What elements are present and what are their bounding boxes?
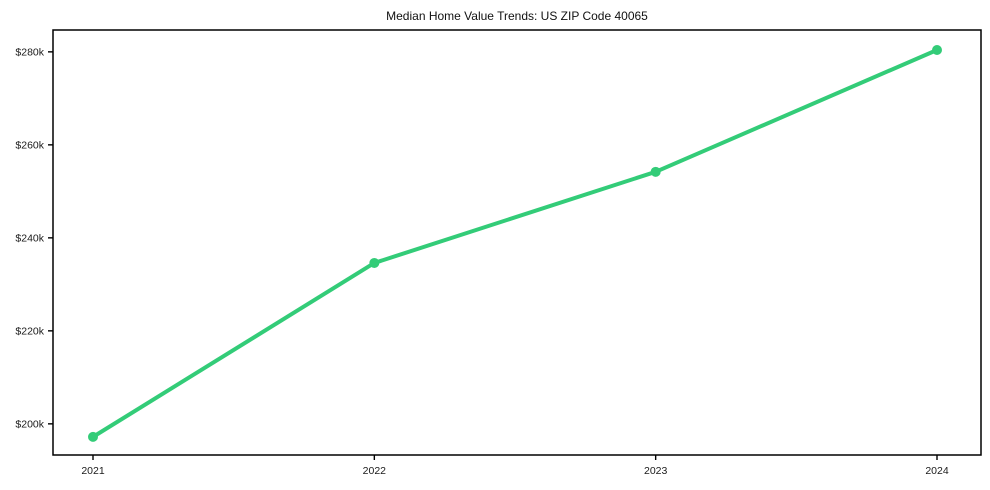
y-axis: $200k $220k $240k $260k $280k (15, 46, 53, 430)
chart-title: Median Home Value Trends: US ZIP Code 40… (386, 9, 648, 23)
plot-area (52, 29, 982, 456)
x-tick-label: 2024 (925, 465, 949, 477)
x-tick-label: 2021 (81, 465, 105, 477)
x-tick-label: 2023 (644, 465, 668, 477)
y-tick-label: $240k (15, 232, 44, 244)
data-point-markers (88, 44, 942, 442)
data-point-marker (88, 431, 98, 442)
y-tick-label: $220k (15, 325, 44, 337)
trend-line (91, 47, 939, 439)
x-tick-label: 2022 (363, 465, 387, 477)
data-point-marker (932, 44, 942, 55)
y-tick-label: $200k (15, 418, 44, 430)
y-tick-label: $280k (15, 46, 44, 58)
y-tick-label: $260k (15, 139, 44, 151)
x-axis: 2021 2022 2023 2024 (81, 455, 949, 477)
data-point-marker (369, 257, 380, 268)
data-point-marker (650, 166, 661, 177)
